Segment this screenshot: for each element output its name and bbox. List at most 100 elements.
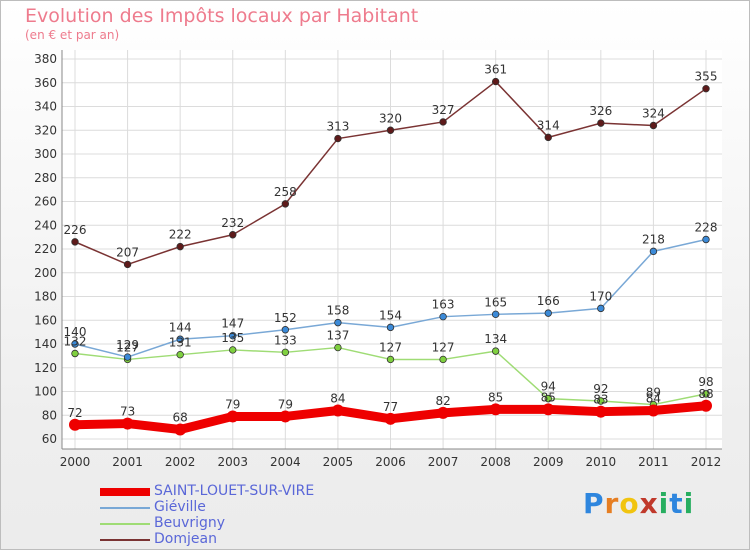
x-tick-label: 2009 <box>533 455 564 469</box>
data-point <box>597 304 605 313</box>
data-point <box>334 134 342 143</box>
x-tick-label: 2011 <box>638 455 669 469</box>
data-point <box>229 346 237 354</box>
x-tick-label: 2003 <box>217 455 248 469</box>
data-label: 166 <box>537 294 560 308</box>
data-label: 84 <box>330 392 345 406</box>
data-label: 137 <box>326 329 349 343</box>
data-label: 127 <box>432 340 455 354</box>
y-tick-label: 240 <box>34 218 57 232</box>
data-label: 314 <box>537 118 560 132</box>
x-tick-label: 2000 <box>60 455 91 469</box>
data-point <box>597 119 605 127</box>
logo-letter: r <box>604 487 620 520</box>
data-label: 82 <box>435 394 450 408</box>
y-tick-label: 320 <box>34 123 57 137</box>
data-point <box>491 77 500 86</box>
data-point <box>491 310 500 319</box>
data-label: 133 <box>274 333 297 347</box>
data-point <box>174 423 187 436</box>
logo-letter: P <box>583 487 605 520</box>
data-label: 144 <box>169 320 192 334</box>
x-tick-label: 2004 <box>270 455 301 469</box>
data-point <box>176 242 184 251</box>
y-tick-label: 380 <box>34 52 57 66</box>
data-point <box>439 355 447 364</box>
data-label: 140 <box>64 325 87 339</box>
data-label: 127 <box>116 340 139 354</box>
data-label: 147 <box>221 317 244 331</box>
data-label: 131 <box>169 336 192 350</box>
data-label: 165 <box>484 295 507 309</box>
data-point <box>121 417 134 430</box>
proxiti-logo: Proxiti <box>583 487 694 520</box>
x-tick-label: 2005 <box>323 455 354 469</box>
data-point <box>226 410 239 423</box>
data-point <box>334 343 342 352</box>
data-label: 79 <box>225 397 240 411</box>
data-label: 84 <box>646 392 661 406</box>
data-label: 320 <box>379 111 402 125</box>
chart-subtitle: (en € et par an) <box>25 28 120 42</box>
data-label: 134 <box>484 332 507 346</box>
data-point <box>439 118 447 126</box>
data-point <box>229 331 237 340</box>
data-point <box>597 397 605 405</box>
data-point <box>176 335 184 343</box>
data-point <box>649 121 658 130</box>
legend-label: Beuvrigny <box>154 515 226 531</box>
x-tick-label: 2007 <box>428 455 459 469</box>
data-point <box>439 312 447 321</box>
line-chart: 60 80 100 120 140 160 180 200 220 240 260 280 300 320… <box>34 50 722 469</box>
data-point <box>702 390 710 398</box>
data-label: 232 <box>221 216 244 230</box>
x-tick-label: 2012 <box>691 455 722 469</box>
data-label: 218 <box>642 232 665 246</box>
data-point <box>544 133 552 142</box>
data-point <box>542 403 555 416</box>
data-point <box>279 410 292 423</box>
data-label: 88 <box>698 387 713 401</box>
data-point <box>176 350 184 359</box>
data-label: 94 <box>541 380 556 394</box>
data-point <box>594 405 607 418</box>
data-label: 129 <box>116 338 139 352</box>
y-tick-label: 200 <box>34 266 57 280</box>
y-tick-label: 140 <box>34 337 57 351</box>
data-label: 163 <box>432 298 455 312</box>
data-label: 222 <box>169 228 192 242</box>
data-point <box>544 309 552 317</box>
x-tick-label: 2002 <box>165 455 196 469</box>
logo-letter: o <box>619 487 640 520</box>
data-point <box>437 406 450 419</box>
data-label: 83 <box>593 393 608 407</box>
data-point <box>544 394 552 403</box>
data-label: 327 <box>432 103 455 117</box>
data-point <box>647 404 660 417</box>
data-point <box>281 326 290 334</box>
data-label: 228 <box>695 221 718 235</box>
data-label: 89 <box>646 386 661 400</box>
data-point <box>700 399 712 412</box>
data-label: 170 <box>589 289 612 303</box>
data-point <box>384 412 397 425</box>
data-label: 207 <box>116 245 139 259</box>
data-label: 361 <box>484 63 507 77</box>
x-tick-label: 2008 <box>480 455 511 469</box>
y-tick-label: 260 <box>34 195 57 209</box>
x-tick-label: 2001 <box>112 455 143 469</box>
logo-letter: i <box>683 487 695 520</box>
y-tick-label: 120 <box>34 361 57 375</box>
data-label: 68 <box>173 411 188 425</box>
data-point <box>71 349 79 358</box>
y-tick-label: 360 <box>34 76 57 90</box>
y-tick-label: 160 <box>34 313 57 327</box>
legend-label: Domjean <box>154 531 217 547</box>
data-label: 85 <box>541 390 556 404</box>
data-point <box>702 235 710 244</box>
data-label: 72 <box>67 406 82 420</box>
data-label: 73 <box>120 405 135 419</box>
data-point <box>331 404 344 417</box>
data-label: 154 <box>379 308 402 322</box>
y-tick-label: 180 <box>34 290 57 304</box>
